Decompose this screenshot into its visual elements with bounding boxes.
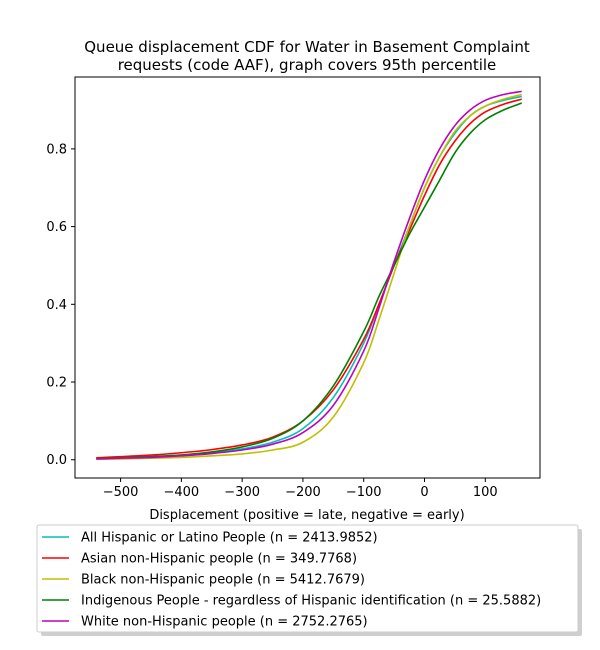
- legend-box: [36, 524, 579, 633]
- x-tick-label: 100: [473, 485, 498, 500]
- series-line-5: [96, 90, 522, 460]
- x-tick-label: −500: [103, 485, 139, 500]
- y-tick-label: 0.0: [46, 453, 67, 468]
- y-tick-label: 0.6: [46, 220, 67, 235]
- y-tick-label: 0.4: [46, 298, 67, 313]
- x-tick-label: −100: [346, 485, 382, 500]
- x-axis-ticks: −500 −400 −300 −200 −100 0 100: [103, 478, 498, 500]
- x-tick-label: −300: [224, 485, 260, 500]
- chart-title-line-2: requests (code AAF), graph covers 95th p…: [118, 56, 497, 74]
- plot-area: [74, 76, 541, 479]
- x-tick-label: −400: [164, 485, 200, 500]
- series-lines: [96, 90, 523, 461]
- legend-label: Asian non-Hispanic people (n = 349.7768): [81, 552, 357, 567]
- legend-label: Black non-Hispanic people (n = 5412.7679…: [81, 573, 365, 588]
- legend-label: White non-Hispanic people (n = 2752.2765…: [81, 615, 368, 630]
- y-tick-label: 0.8: [46, 142, 67, 157]
- legend-label: Indigenous People - regardless of Hispan…: [81, 594, 541, 609]
- series-line-2: [96, 98, 522, 459]
- y-axis-ticks: 0.0 0.2 0.4 0.6 0.8: [46, 142, 75, 468]
- y-tick-label: 0.2: [46, 376, 67, 391]
- x-axis-label: Displacement (positive = late, negative …: [149, 508, 464, 523]
- series-line-3: [96, 93, 522, 461]
- series-line-4: [96, 102, 523, 460]
- chart-title-line-1: Queue displacement CDF for Water in Base…: [84, 38, 530, 56]
- x-tick-label: −200: [285, 485, 321, 500]
- x-tick-label: 0: [420, 485, 428, 500]
- legend: All Hispanic or Latino People (n = 2413.…: [36, 524, 582, 636]
- legend-entries: All Hispanic or Latino People (n = 2413.…: [42, 531, 541, 630]
- legend-label: All Hispanic or Latino People (n = 2413.…: [81, 531, 378, 546]
